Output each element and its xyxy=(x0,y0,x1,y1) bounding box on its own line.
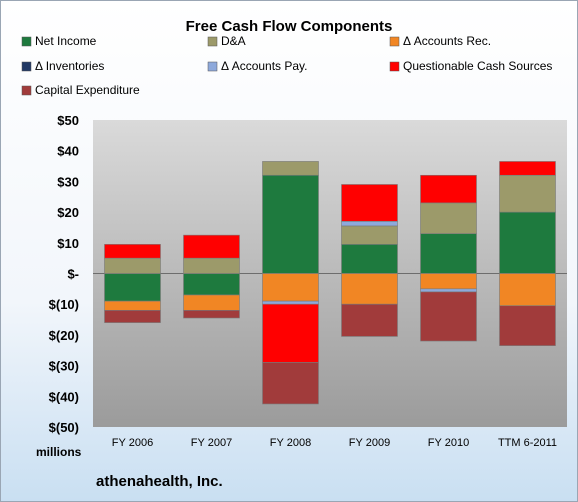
chart-title: Free Cash Flow Components xyxy=(186,18,393,35)
bar-capital-expenditure-5 xyxy=(499,305,556,346)
bar-d-a-2 xyxy=(262,161,319,176)
bar-d-a-3 xyxy=(341,225,398,245)
legend-swatch-accounts-pay xyxy=(207,61,218,72)
bar-d-a-0 xyxy=(104,257,161,274)
y-tick-label: $(30) xyxy=(49,359,79,374)
x-tick-label: FY 2008 xyxy=(270,437,311,449)
x-tick-label: FY 2009 xyxy=(349,437,390,449)
company-name: athenahealth, Inc. xyxy=(96,473,223,490)
bar-net-income-3 xyxy=(341,244,398,274)
bar-net-income-5 xyxy=(499,211,556,274)
legend-label-d-a: D&A xyxy=(221,34,246,48)
y-tick-label: $(10) xyxy=(49,297,79,312)
bar-accounts-rec-1 xyxy=(183,294,240,311)
bar-capital-expenditure-3 xyxy=(341,303,398,337)
legend-swatch-accounts-rec xyxy=(389,36,400,47)
bar-questionable-cash-sources-5 xyxy=(499,161,556,176)
y-tick-label: $50 xyxy=(57,113,79,128)
y-axis: $50 $40 $30 $20 $10 $- $(10) $(20) $(30) $(40) $(5… xyxy=(49,113,79,435)
legend-swatch-d-a xyxy=(207,36,218,47)
bar-questionable-cash-sources-0 xyxy=(104,244,161,259)
y-unit-label: millions xyxy=(36,445,82,459)
bar-accounts-rec-3 xyxy=(341,273,398,305)
legend-label-inventories: Δ Inventories xyxy=(35,59,104,73)
bar-net-income-1 xyxy=(183,273,240,296)
bar-accounts-pay-4 xyxy=(420,288,477,293)
bars xyxy=(104,161,556,405)
bar-net-income-4 xyxy=(420,233,477,274)
bar-accounts-rec-4 xyxy=(420,273,477,290)
legend: Net Income D&A Δ Accounts Rec. Δ Inventorie… xyxy=(21,34,552,97)
bar-d-a-1 xyxy=(183,257,240,274)
bar-capital-expenditure-2 xyxy=(262,362,319,405)
bar-accounts-pay-3 xyxy=(341,221,398,227)
y-tick-label: $10 xyxy=(57,236,79,251)
y-tick-label: $- xyxy=(67,267,79,282)
bar-questionable-cash-sources-1 xyxy=(183,234,240,259)
x-tick-label: TTM 6-2011 xyxy=(498,437,557,449)
y-tick-label: $(40) xyxy=(49,389,79,404)
x-tick-label: FY 2010 xyxy=(428,437,469,449)
legend-label-accounts-rec: Δ Accounts Rec. xyxy=(403,34,491,48)
bar-accounts-rec-0 xyxy=(104,300,161,311)
bar-net-income-2 xyxy=(262,174,319,274)
bar-questionable-cash-sources-4 xyxy=(420,174,477,204)
bar-capital-expenditure-4 xyxy=(420,291,477,342)
bar-questionable-cash-sources-3 xyxy=(341,184,398,222)
bar-capital-expenditure-1 xyxy=(183,310,240,319)
bar-questionable-cash-sources-2 xyxy=(262,303,319,363)
bar-net-income-0 xyxy=(104,273,161,302)
legend-swatch-inventories xyxy=(21,61,32,72)
bar-d-a-4 xyxy=(420,202,477,234)
bar-accounts-rec-5 xyxy=(499,273,556,307)
bar-capital-expenditure-0 xyxy=(104,310,161,323)
legend-swatch-capital-expenditure xyxy=(21,85,32,96)
legend-swatch-questionable-cash-sources xyxy=(389,61,400,72)
legend-label-net-income: Net Income xyxy=(35,34,97,48)
bar-accounts-rec-2 xyxy=(262,273,319,302)
legend-label-accounts-pay: Δ Accounts Pay. xyxy=(221,59,308,73)
y-tick-label: $20 xyxy=(57,205,79,220)
y-tick-label: $(20) xyxy=(49,328,79,343)
y-tick-label: $40 xyxy=(57,144,79,159)
y-tick-label: $30 xyxy=(57,174,79,189)
bar-accounts-pay-2 xyxy=(262,300,319,305)
y-tick-label: $(50) xyxy=(49,420,79,435)
x-axis: FY 2006 FY 2007 FY 2008 FY 2009 FY 2010 TTM 6… xyxy=(112,437,557,449)
x-tick-label: FY 2007 xyxy=(191,437,232,449)
x-tick-label: FY 2006 xyxy=(112,437,153,449)
bar-d-a-5 xyxy=(499,174,556,213)
legend-swatch-net-income xyxy=(21,36,32,47)
legend-label-capital-expenditure: Capital Expenditure xyxy=(35,83,140,97)
legend-label-questionable-cash-sources: Questionable Cash Sources xyxy=(403,59,552,73)
